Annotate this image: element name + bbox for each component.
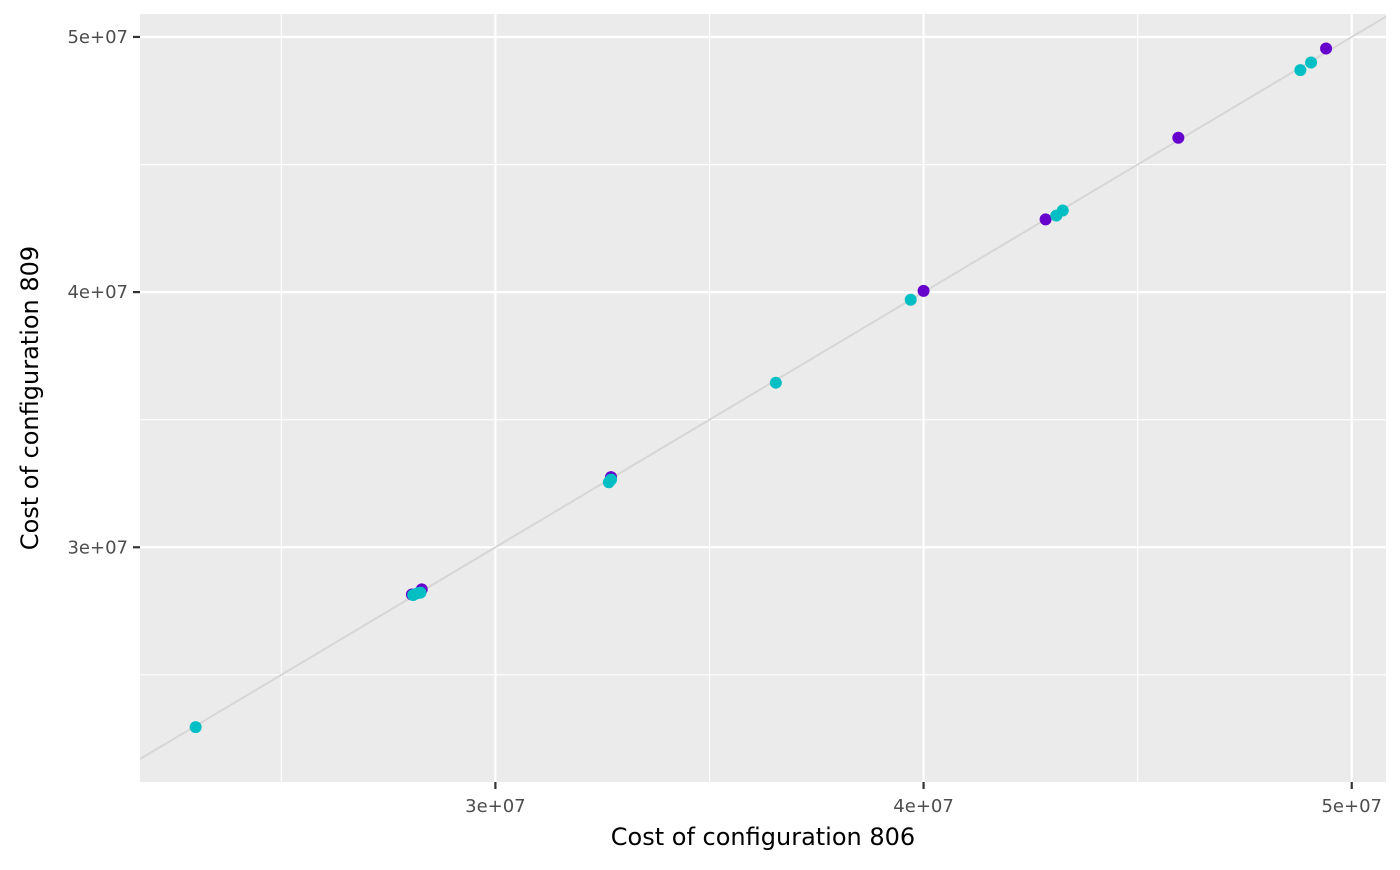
data-point — [414, 586, 427, 599]
data-point — [1056, 204, 1069, 217]
plot-panel — [140, 14, 1386, 782]
data-point — [904, 293, 917, 306]
data-point — [917, 284, 930, 297]
y-axis: 3e+07 4e+07 5e+07 — [67, 27, 140, 558]
y-tick-label: 4e+07 — [67, 282, 128, 303]
data-point — [1320, 42, 1333, 55]
x-tick-label: 4e+07 — [893, 796, 954, 817]
major-grid — [140, 14, 1386, 782]
x-axis-title: Cost of configuration 806 — [611, 823, 915, 851]
y-tick-label: 5e+07 — [67, 27, 128, 48]
minor-grid — [140, 14, 1386, 782]
x-tick-label: 3e+07 — [465, 796, 526, 817]
y-axis-title: Cost of configuration 809 — [16, 246, 44, 550]
data-point — [1039, 213, 1052, 226]
data-point — [1172, 131, 1185, 144]
y-tick-label: 3e+07 — [67, 537, 128, 558]
data-point — [189, 721, 202, 734]
data-point — [769, 376, 782, 389]
data-point — [604, 473, 617, 486]
data-point — [1294, 64, 1307, 77]
data-point — [1305, 56, 1318, 69]
x-tick-label: 5e+07 — [1321, 796, 1382, 817]
data-points — [189, 42, 1333, 734]
x-axis: 3e+07 4e+07 5e+07 — [465, 782, 1382, 817]
